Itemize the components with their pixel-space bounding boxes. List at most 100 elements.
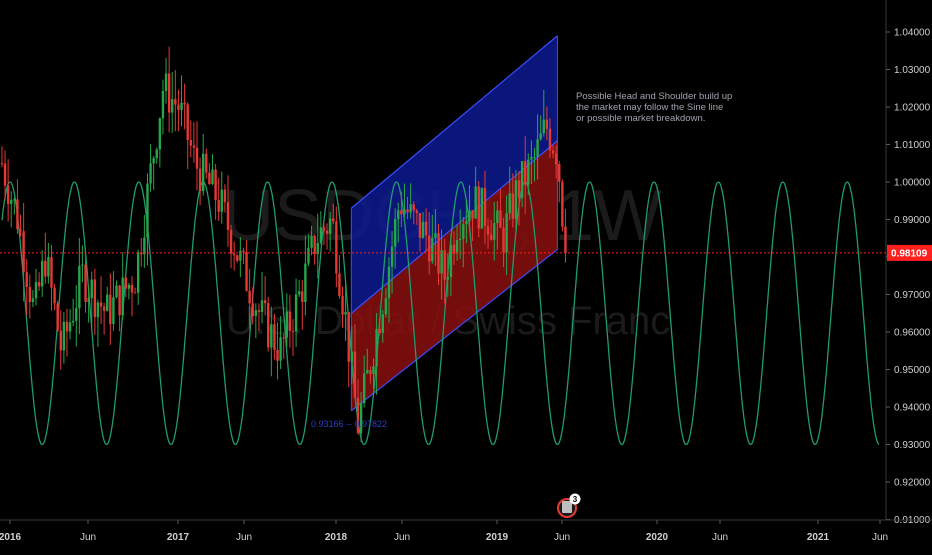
candle-86[interactable] xyxy=(267,296,270,352)
candle-15[interactable] xyxy=(47,242,50,284)
candle-111[interactable] xyxy=(344,283,347,341)
candle-42[interactable] xyxy=(130,276,134,317)
current-price-tag[interactable] xyxy=(887,244,932,261)
candle-151[interactable] xyxy=(468,185,471,224)
candle-10[interactable] xyxy=(31,289,35,308)
candle-49[interactable] xyxy=(152,155,155,190)
candle-165[interactable] xyxy=(511,173,515,228)
candle-117[interactable] xyxy=(363,355,366,408)
candle-133[interactable] xyxy=(412,201,415,225)
candle-118[interactable] xyxy=(366,348,369,374)
candle-54[interactable] xyxy=(167,46,171,133)
candle-166[interactable] xyxy=(514,170,518,231)
candle-80[interactable] xyxy=(248,268,251,329)
channel-lower-band[interactable] xyxy=(351,140,558,411)
candle-16[interactable] xyxy=(50,244,53,311)
candle-135[interactable] xyxy=(418,212,422,252)
candle-73[interactable] xyxy=(226,175,230,247)
candle-12[interactable] xyxy=(37,272,41,292)
candle-93[interactable] xyxy=(288,294,292,348)
candle-38[interactable] xyxy=(118,284,121,332)
candle-57[interactable] xyxy=(177,89,180,132)
candle-39[interactable] xyxy=(121,252,124,320)
regression-channel[interactable] xyxy=(350,35,558,412)
candle-96[interactable] xyxy=(297,279,301,297)
candle-147[interactable] xyxy=(455,224,459,261)
candle-68[interactable] xyxy=(211,154,214,186)
candle-126[interactable] xyxy=(390,231,394,294)
candle-109[interactable] xyxy=(338,254,341,299)
candle-95[interactable] xyxy=(294,278,298,348)
candle-123[interactable] xyxy=(381,309,384,343)
candle-168[interactable] xyxy=(520,161,524,208)
candle-131[interactable] xyxy=(406,196,409,220)
candle-83[interactable] xyxy=(257,303,261,331)
candle-77[interactable] xyxy=(239,237,242,278)
candle-179[interactable] xyxy=(554,145,558,179)
candle-21[interactable] xyxy=(65,308,69,357)
time-axis[interactable]: 2016 Jun 2017 Jun 2018 Jun 2019 Jun 2020 Jun 2021 J… xyxy=(0,519,932,543)
candle-106[interactable] xyxy=(328,212,332,252)
candle-76[interactable] xyxy=(236,254,239,263)
candle-78[interactable] xyxy=(242,247,245,265)
channel-lower-line[interactable] xyxy=(350,249,558,412)
candle-115[interactable] xyxy=(356,379,360,435)
channel-upper-band[interactable] xyxy=(351,35,558,314)
candle-92[interactable] xyxy=(285,293,288,348)
candle-176[interactable] xyxy=(545,106,549,141)
candle-35[interactable] xyxy=(109,273,112,345)
candle-69[interactable] xyxy=(214,163,217,220)
candle-43[interactable] xyxy=(133,287,137,294)
candle-178[interactable] xyxy=(551,145,555,158)
candle-84[interactable] xyxy=(260,271,264,324)
candle-20[interactable] xyxy=(62,312,66,364)
candle-81[interactable] xyxy=(251,287,254,325)
candle-82[interactable] xyxy=(254,303,258,339)
candle-142[interactable] xyxy=(440,229,443,300)
candle-66[interactable] xyxy=(205,148,208,179)
candle-40[interactable] xyxy=(124,275,127,298)
candle-108[interactable] xyxy=(335,206,338,288)
candle-101[interactable] xyxy=(313,234,316,265)
candle-91[interactable] xyxy=(282,333,285,359)
candle-23[interactable] xyxy=(71,298,75,327)
candle-129[interactable] xyxy=(400,191,403,228)
candle-37[interactable] xyxy=(115,280,118,299)
candle-30[interactable] xyxy=(93,268,97,335)
candle-114[interactable] xyxy=(353,324,357,399)
candle-67[interactable] xyxy=(208,163,211,185)
candle-17[interactable] xyxy=(53,283,56,311)
candle-6[interactable] xyxy=(19,214,22,237)
candle-26[interactable] xyxy=(81,245,84,283)
candle-104[interactable] xyxy=(322,222,326,246)
candle-125[interactable] xyxy=(387,257,391,323)
candle-160[interactable] xyxy=(496,201,499,250)
candle-85[interactable] xyxy=(263,276,267,316)
candle-88[interactable] xyxy=(273,313,276,360)
candle-27[interactable] xyxy=(84,254,87,313)
candle-150[interactable] xyxy=(465,199,468,244)
candle-105[interactable] xyxy=(325,223,329,250)
candle-152[interactable] xyxy=(471,209,474,241)
candle-144[interactable] xyxy=(446,253,449,297)
candle-164[interactable] xyxy=(508,166,511,221)
candle-0[interactable] xyxy=(0,146,4,168)
candle-112[interactable] xyxy=(347,311,350,388)
candle-71[interactable] xyxy=(220,171,223,224)
candle-63[interactable] xyxy=(195,121,199,191)
candle-180[interactable] xyxy=(558,160,561,203)
candle-55[interactable] xyxy=(171,71,174,133)
candle-177[interactable] xyxy=(548,118,552,159)
candle-11[interactable] xyxy=(34,268,38,306)
candle-74[interactable] xyxy=(229,224,233,269)
candle-70[interactable] xyxy=(217,177,220,221)
candle-61[interactable] xyxy=(189,120,193,158)
candle-56[interactable] xyxy=(174,70,177,132)
candle-146[interactable] xyxy=(452,231,456,265)
candle-149[interactable] xyxy=(462,216,465,268)
candle-65[interactable] xyxy=(202,133,205,196)
candle-7[interactable] xyxy=(22,203,25,302)
candle-87[interactable] xyxy=(270,306,273,377)
candle-136[interactable] xyxy=(421,212,425,239)
